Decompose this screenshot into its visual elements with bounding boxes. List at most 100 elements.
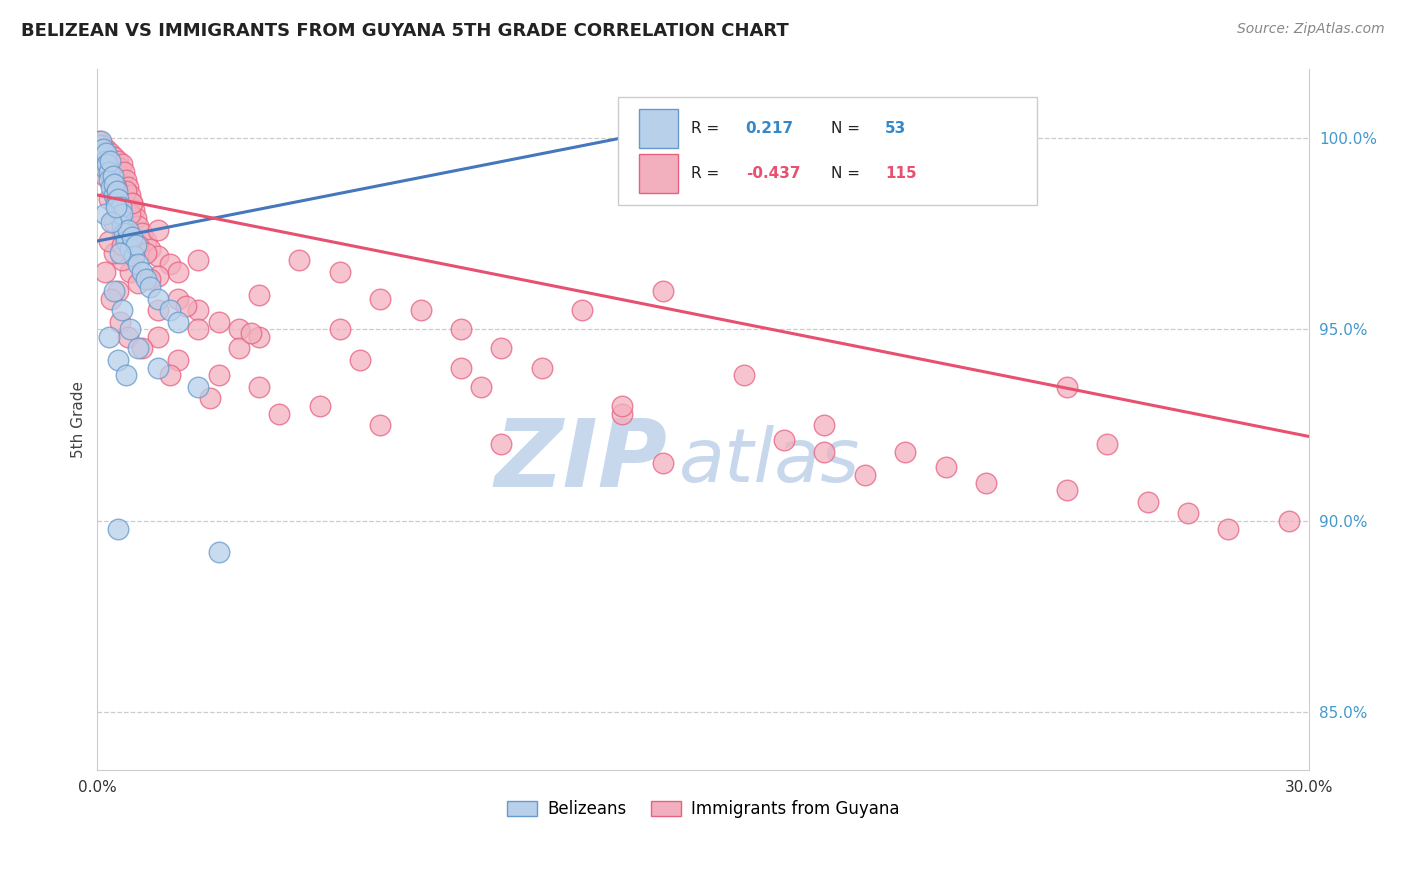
Text: 0.217: 0.217 (745, 121, 794, 136)
Point (127, 237, 149, 252)
Point (107, 153, 129, 168)
Point (146, 249, 169, 263)
Point (114, 172, 136, 186)
Point (118, 322, 141, 336)
Point (200, 391, 222, 405)
Point (1177, 506, 1199, 520)
Point (146, 303, 169, 318)
Point (90, 134, 112, 148)
Point (612, 407, 634, 421)
Point (101, 169, 124, 183)
Point (98, 153, 121, 168)
Point (90, 145, 112, 160)
Point (159, 368, 181, 383)
Text: Source: ZipAtlas.com: Source: ZipAtlas.com (1237, 22, 1385, 37)
Text: N =: N = (831, 166, 859, 181)
Point (146, 292, 169, 306)
Text: BELIZEAN VS IMMIGRANTS FROM GUYANA 5TH GRADE CORRELATION CHART: BELIZEAN VS IMMIGRANTS FROM GUYANA 5TH G… (21, 22, 789, 40)
Point (239, 326, 262, 340)
Point (89, 138, 111, 153)
Point (94, 207, 117, 221)
Point (146, 360, 169, 375)
Bar (640, 110, 678, 148)
Point (108, 245, 131, 260)
Point (450, 322, 472, 336)
Point (94, 161, 117, 176)
Point (107, 200, 129, 214)
Point (111, 157, 134, 171)
Point (125, 237, 148, 252)
Point (93, 153, 115, 168)
Point (107, 172, 129, 186)
Point (651, 284, 673, 298)
Point (107, 284, 129, 298)
Point (167, 265, 190, 279)
Point (97, 157, 120, 171)
Point (288, 253, 311, 268)
Text: 53: 53 (884, 121, 907, 136)
Point (100, 292, 122, 306)
Y-axis label: 5th Grade: 5th Grade (72, 381, 86, 458)
Point (167, 352, 190, 367)
Point (96, 157, 118, 171)
Point (308, 399, 330, 413)
Point (651, 456, 673, 470)
Point (174, 299, 197, 313)
Point (103, 245, 125, 260)
Point (100, 180, 122, 194)
Point (96, 145, 118, 160)
Point (121, 195, 143, 210)
Text: 115: 115 (884, 166, 917, 181)
Point (107, 352, 129, 367)
Point (228, 322, 250, 336)
Point (114, 234, 136, 248)
Point (96, 150, 118, 164)
Point (228, 342, 250, 356)
Point (98, 145, 121, 160)
Point (269, 407, 291, 421)
Point (139, 280, 162, 294)
Point (101, 161, 124, 176)
Point (159, 303, 181, 318)
Point (110, 237, 132, 252)
Point (93, 142, 115, 156)
Point (110, 253, 132, 268)
Point (159, 257, 181, 271)
Point (94, 265, 117, 279)
Point (612, 399, 634, 413)
Point (108, 211, 131, 225)
Point (1056, 379, 1078, 393)
Point (135, 234, 157, 248)
Point (409, 303, 432, 318)
Point (103, 169, 125, 183)
Point (329, 322, 352, 336)
Point (1278, 514, 1301, 528)
Text: -0.437: -0.437 (745, 166, 800, 181)
Point (110, 227, 132, 241)
Point (98, 172, 121, 186)
Point (105, 184, 128, 198)
Point (108, 314, 131, 328)
Point (247, 379, 270, 393)
Point (100, 153, 122, 168)
Point (974, 475, 997, 490)
Point (97, 165, 120, 179)
Point (894, 445, 917, 459)
Point (104, 157, 127, 171)
Point (98, 192, 121, 206)
Point (110, 169, 132, 183)
Point (146, 330, 169, 344)
Point (100, 215, 122, 229)
Point (187, 322, 209, 336)
Point (114, 368, 136, 383)
Point (94, 161, 117, 176)
Point (118, 188, 141, 202)
Point (1136, 494, 1159, 508)
Point (207, 368, 229, 383)
Point (98, 330, 121, 344)
Point (135, 272, 157, 286)
Point (131, 227, 153, 241)
Point (146, 268, 169, 283)
Point (127, 342, 149, 356)
Point (118, 207, 141, 221)
